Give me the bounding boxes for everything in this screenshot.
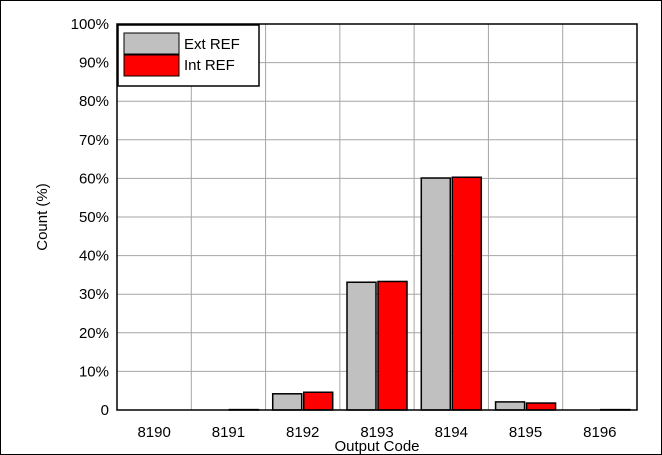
bar-ext-ref-8195: [494, 401, 526, 411]
bar-int-ref-8193: [377, 280, 408, 411]
x-tick-label: 8194: [435, 424, 468, 441]
x-tick-label: 8196: [583, 424, 616, 441]
x-tick-label: 8195: [509, 424, 542, 441]
bar-int-ref-8195: [525, 402, 557, 411]
x-tick-label: 8192: [286, 424, 319, 441]
x-tick-label: 8191: [212, 424, 245, 441]
x-axis-label: Output Code: [334, 438, 419, 455]
legend-label-int-ref: Int REF: [184, 57, 235, 74]
bar-ext-ref-8192: [271, 393, 303, 411]
y-tick-label: 40%: [79, 248, 109, 265]
y-tick-label: 60%: [79, 170, 109, 187]
y-tick-label: 80%: [79, 93, 109, 110]
y-axis-label: Count (%): [34, 183, 51, 251]
x-tick-label: 8193: [360, 424, 393, 441]
y-tick-label: 50%: [79, 209, 109, 226]
y-tick-label: 30%: [79, 286, 109, 303]
plot-area: [116, 23, 638, 411]
y-tick-label: 100%: [71, 16, 109, 33]
bar-ext-ref-8193: [346, 281, 377, 411]
bar-int-ref-8194: [451, 176, 483, 411]
legend-swatch-int-ref: [123, 54, 180, 77]
bars: [228, 176, 631, 411]
y-tick-label: 0: [101, 402, 109, 419]
x-axis-ticks: 8190 8191 8192 8193 8194 8195 8196: [137, 424, 616, 441]
legend-label-ext-ref: Ext REF: [184, 36, 240, 53]
y-tick-label: 20%: [79, 325, 109, 342]
legend: Ext REF Int REF: [117, 24, 260, 87]
y-axis-ticks: 0 10% 20% 30% 40% 50% 60% 70% 80% 90% 100%: [71, 16, 109, 419]
y-tick-label: 90%: [79, 55, 109, 72]
y-tick-label: 70%: [79, 132, 109, 149]
x-tick-label: 8190: [137, 424, 170, 441]
y-tick-label: 10%: [79, 363, 109, 380]
legend-swatch-ext-ref: [123, 32, 180, 55]
bar-int-ref-8192: [302, 391, 334, 411]
bar-ext-ref-8194: [420, 177, 452, 411]
